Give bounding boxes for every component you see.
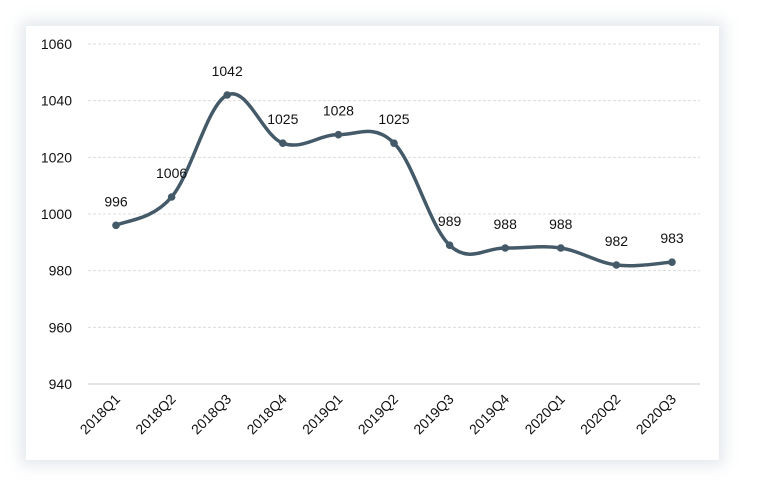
data-label: 983 xyxy=(660,230,684,246)
x-tick-label: 2019Q3 xyxy=(410,391,457,438)
y-tick-label: 1060 xyxy=(41,36,72,52)
data-label: 988 xyxy=(549,216,573,232)
data-point xyxy=(557,244,565,252)
y-tick-label: 960 xyxy=(49,319,73,335)
data-label: 1028 xyxy=(323,103,354,119)
data-label: 1025 xyxy=(378,111,409,127)
data-point xyxy=(167,193,176,201)
x-tick-label: 2018Q3 xyxy=(188,391,235,438)
x-tick-label: 2018Q2 xyxy=(132,391,179,438)
chart-card xyxy=(26,26,719,460)
x-tick-label: 2018Q4 xyxy=(243,391,290,438)
gridlines xyxy=(88,43,700,328)
data-label: 1006 xyxy=(156,165,187,181)
y-tick-label: 940 xyxy=(49,376,73,392)
x-tick-label: 2019Q4 xyxy=(466,391,513,438)
data-point xyxy=(612,261,621,269)
x-tick-label: 2020Q1 xyxy=(521,391,568,438)
y-tick-label: 1040 xyxy=(41,93,72,109)
data-label: 982 xyxy=(605,233,629,249)
data-point xyxy=(445,241,454,249)
data-point xyxy=(501,244,510,252)
x-tick-label: 2020Q2 xyxy=(577,391,624,438)
data-label: 988 xyxy=(494,216,518,232)
data-point xyxy=(334,130,343,139)
data-labels: 996 1006 1042 1025 1028 1025 989 988 988 982 983 xyxy=(104,63,684,249)
data-label: 1042 xyxy=(212,63,243,79)
data-point xyxy=(112,221,120,230)
x-axis-ticks: 2018Q1 2018Q2 2018Q3 2018Q4 2019Q1 2019Q2 2019… xyxy=(77,391,680,438)
y-tick-label: 1020 xyxy=(41,149,72,165)
data-label: 1025 xyxy=(267,111,298,127)
x-tick-label: 2018Q1 xyxy=(77,391,124,438)
x-tick-label: 2020Q3 xyxy=(633,391,680,438)
y-tick-label: 1000 xyxy=(41,206,72,222)
x-tick-label: 2019Q2 xyxy=(355,391,402,438)
x-tick-label: 2019Q1 xyxy=(299,391,346,438)
y-axis-ticks: 940 960 980 1000 1020 1040 1060 xyxy=(41,36,72,392)
data-label: 989 xyxy=(438,213,462,229)
data-points xyxy=(112,91,676,269)
y-tick-label: 980 xyxy=(49,263,73,279)
data-point xyxy=(279,139,287,147)
data-label: 996 xyxy=(104,193,128,209)
data-point xyxy=(223,91,231,99)
data-point xyxy=(390,139,398,147)
data-point xyxy=(668,258,676,266)
